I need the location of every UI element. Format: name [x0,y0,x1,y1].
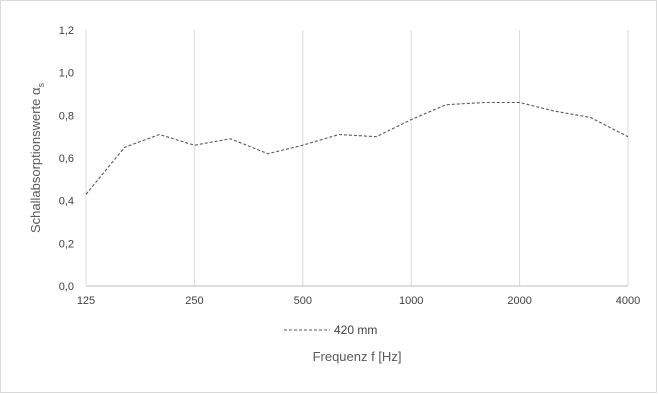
x-tick-label: 4000 [616,295,640,307]
grid [85,30,629,286]
x-tick-label: 1000 [399,295,423,307]
y-tick-labels: 0,0 0,2 0,4 0,6 0,8 1,0 1,2 [59,25,74,293]
x-tick-label: 250 [185,295,203,307]
x-tick-label: 2000 [507,295,531,307]
y-axis-title: Schallabsorptionswerte αs [28,82,46,233]
y-tick-label: 0,0 [59,281,74,293]
y-tick-label: 0,4 [59,196,74,208]
x-tick-label: 500 [294,295,312,307]
x-axis-title: Frequenz f [Hz] [313,349,402,364]
y-axis-title-subscript: s [36,82,46,87]
y-tick-label: 0,2 [59,238,74,250]
x-tick-label: 125 [77,295,95,307]
series-line-420mm [85,101,629,195]
y-axis-title-main: Schallabsorptionswerte α [28,87,43,233]
y-tick-label: 1,0 [59,68,74,80]
series-group [85,101,629,195]
x-tick-labels: 125 250 500 1000 2000 4000 [77,295,640,307]
legend-label-420mm: 420 mm [334,323,377,337]
legend: 420 mm [284,323,377,337]
y-tick-label: 0,8 [59,110,74,122]
y-tick-label: 0,6 [59,153,74,165]
y-tick-label: 1,2 [59,25,74,37]
